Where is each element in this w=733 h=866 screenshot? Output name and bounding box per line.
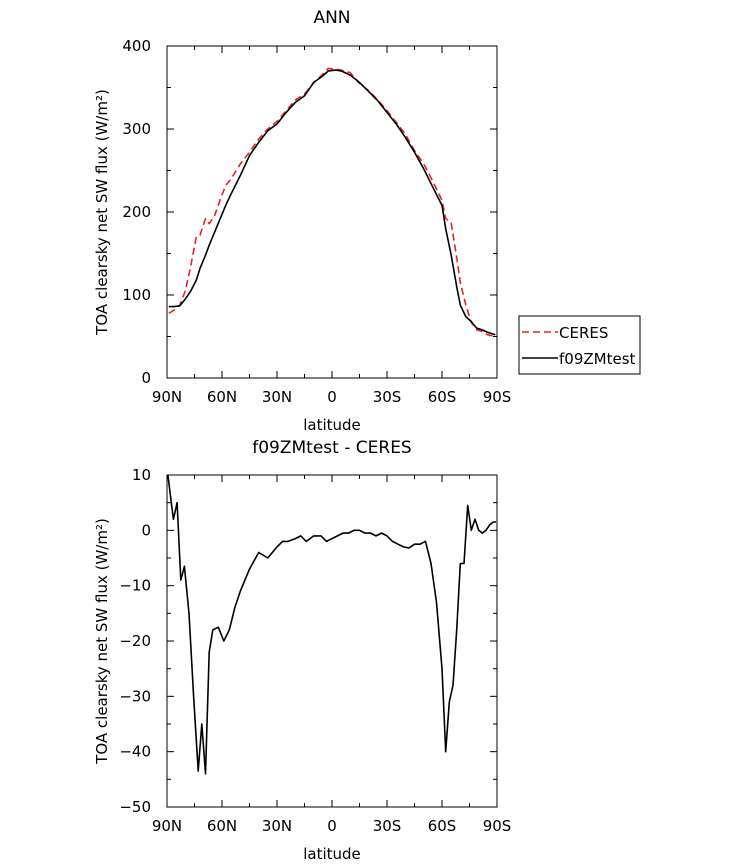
x-tick-label: 90S [483, 817, 512, 835]
y-tick-label: −20 [119, 632, 151, 650]
y-tick-label: 200 [122, 203, 151, 221]
y-tick-label: −10 [119, 577, 151, 595]
x-tick-label: 60S [428, 388, 457, 406]
y-tick-label: 10 [132, 466, 151, 484]
series-line-ceres [168, 67, 496, 338]
legend-label-ceres: CERES [559, 324, 608, 342]
top-x-axis-label: latitude [303, 416, 361, 434]
legend-box [518, 315, 641, 375]
bottom-panel: f09ZMtest - CERES 90N 60N 30N 0 30S 60S 90S −50… [93, 438, 511, 863]
x-tick-label: 30S [373, 817, 402, 835]
y-tick-label: 0 [141, 369, 151, 387]
series-line-f09zmtest [168, 69, 496, 336]
x-tick-label: 0 [327, 388, 337, 406]
x-tick-label: 30N [262, 388, 292, 406]
bottom-chart-title: f09ZMtest - CERES [252, 438, 411, 458]
legend-label-f09zmtest: f09ZMtest [559, 350, 636, 368]
top-panel: ANN 90N 60N 30N 0 30S 60S 90S 0 100 200 300 400 lat… [93, 8, 641, 434]
y-tick-label: −40 [119, 743, 151, 761]
x-tick-label: 60N [207, 388, 237, 406]
y-tick-label: 0 [141, 521, 151, 539]
bottom-x-axis-label: latitude [303, 845, 361, 863]
x-tick-label: 30N [262, 817, 292, 835]
y-tick-label: 100 [122, 286, 151, 304]
legend: CERES f09ZMtest [518, 315, 641, 375]
x-tick-label: 30S [373, 388, 402, 406]
top-chart-title: ANN [313, 8, 350, 28]
x-tick-label: 60S [428, 817, 457, 835]
x-tick-label: 0 [327, 817, 337, 835]
y-tick-label: −30 [119, 687, 151, 705]
bottom-y-axis-label: TOA clearsky net SW flux (W/m²) [93, 518, 111, 765]
series-line-difference [167, 474, 497, 775]
x-tick-label: 60N [207, 817, 237, 835]
x-tick-label: 90S [483, 388, 512, 406]
y-tick-label: 300 [122, 120, 151, 138]
bottom-plot-frame [166, 474, 498, 808]
x-tick-label: 90N [152, 817, 182, 835]
y-tick-label: −50 [119, 798, 151, 816]
y-tick-label: 400 [122, 37, 151, 55]
top-y-axis-label: TOA clearsky net SW flux (W/m²) [93, 89, 111, 336]
x-tick-label: 90N [152, 388, 182, 406]
